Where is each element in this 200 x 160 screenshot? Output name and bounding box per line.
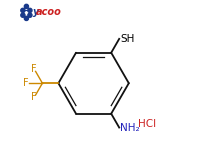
Text: HCl: HCl <box>138 119 156 128</box>
Circle shape <box>21 13 25 17</box>
Circle shape <box>24 16 28 20</box>
Circle shape <box>24 4 28 8</box>
Text: y: y <box>33 8 39 17</box>
Text: F: F <box>31 64 37 74</box>
Text: acoo: acoo <box>36 8 61 17</box>
Text: F: F <box>23 78 29 88</box>
Circle shape <box>28 8 32 12</box>
Circle shape <box>28 13 32 17</box>
Text: NH₂: NH₂ <box>120 123 140 132</box>
Text: SH: SH <box>120 34 134 44</box>
Circle shape <box>21 8 25 12</box>
Text: F: F <box>31 92 37 102</box>
